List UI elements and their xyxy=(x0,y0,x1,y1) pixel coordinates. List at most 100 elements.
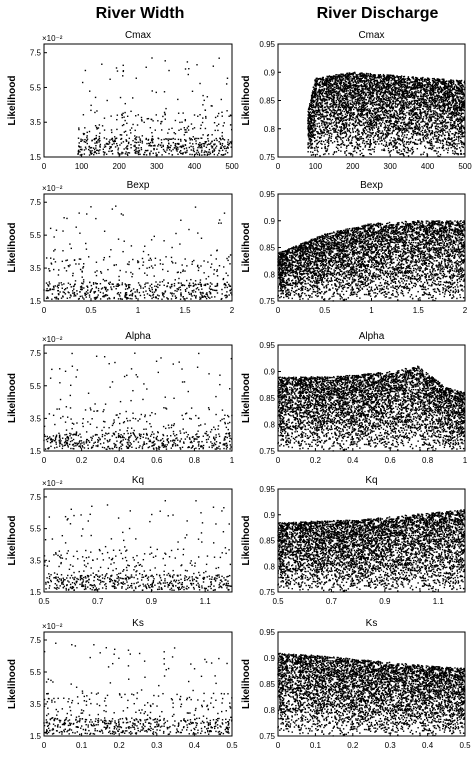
data-point xyxy=(202,117,203,118)
data-point xyxy=(344,144,345,145)
data-point xyxy=(78,127,79,128)
data-point xyxy=(398,131,399,132)
data-point xyxy=(164,113,165,114)
data-point xyxy=(176,148,177,149)
data-point xyxy=(326,129,327,130)
data-point xyxy=(345,119,346,120)
data-point xyxy=(177,143,178,144)
y-tick-label: 3.5 xyxy=(30,118,42,127)
data-point xyxy=(334,89,335,90)
data-point xyxy=(334,125,335,126)
data-point xyxy=(353,86,354,87)
x-tick-label: 400 xyxy=(188,162,202,171)
data-point xyxy=(139,138,140,139)
data-point xyxy=(214,149,215,150)
data-point xyxy=(452,120,453,121)
data-point xyxy=(395,148,396,149)
data-point xyxy=(398,121,399,122)
data-point xyxy=(319,126,320,127)
data-point xyxy=(218,113,219,114)
data-point xyxy=(207,154,208,155)
data-point xyxy=(80,146,81,147)
data-point xyxy=(86,135,87,136)
data-point xyxy=(408,155,409,156)
data-point xyxy=(317,79,318,80)
data-point xyxy=(408,144,409,145)
data-point xyxy=(415,79,416,80)
data-point xyxy=(402,133,403,134)
data-point xyxy=(325,93,326,94)
data-point xyxy=(368,149,369,150)
data-point xyxy=(161,154,162,155)
data-point xyxy=(109,146,110,147)
data-point xyxy=(314,123,315,124)
data-point xyxy=(370,115,371,116)
data-point xyxy=(418,139,419,140)
data-point xyxy=(404,117,405,118)
data-point xyxy=(357,81,358,82)
data-point xyxy=(168,153,169,154)
data-point xyxy=(425,137,426,138)
data-point xyxy=(322,83,323,84)
data-point xyxy=(406,95,407,96)
data-point xyxy=(197,150,198,151)
data-point xyxy=(460,122,461,123)
data-point xyxy=(205,110,206,111)
data-point xyxy=(419,117,420,118)
data-point xyxy=(406,152,407,153)
data-point xyxy=(454,116,455,117)
data-point xyxy=(207,144,208,145)
data-point xyxy=(444,107,445,108)
data-point xyxy=(388,105,389,106)
data-point xyxy=(432,137,433,138)
data-point xyxy=(380,136,381,137)
data-point xyxy=(334,141,335,142)
data-point xyxy=(388,121,389,122)
data-point xyxy=(323,121,324,122)
data-point xyxy=(344,111,345,112)
data-point xyxy=(225,153,226,154)
data-point xyxy=(380,79,381,80)
data-point xyxy=(138,136,139,137)
data-point xyxy=(463,143,464,144)
data-point xyxy=(335,128,336,129)
data-point xyxy=(453,108,454,109)
data-point xyxy=(424,90,425,91)
data-point xyxy=(188,129,189,130)
data-point xyxy=(318,123,319,124)
data-point xyxy=(394,83,395,84)
data-point xyxy=(346,73,347,74)
data-point xyxy=(426,136,427,137)
data-point xyxy=(192,143,193,144)
data-point xyxy=(209,149,210,150)
data-point xyxy=(121,153,122,154)
data-point xyxy=(425,134,426,135)
data-point xyxy=(443,147,444,148)
data-point xyxy=(337,113,338,114)
data-point xyxy=(317,150,318,151)
data-point xyxy=(333,112,334,113)
data-point xyxy=(326,91,327,92)
data-point xyxy=(313,119,314,120)
data-point xyxy=(344,107,345,108)
data-point xyxy=(336,104,337,105)
data-point xyxy=(385,117,386,118)
data-point xyxy=(175,143,176,144)
data-point xyxy=(204,100,205,101)
data-point xyxy=(336,91,337,92)
data-point xyxy=(179,122,180,123)
data-point xyxy=(168,70,169,71)
data-point xyxy=(102,125,103,126)
data-point xyxy=(191,149,192,150)
data-point xyxy=(409,95,410,96)
data-point xyxy=(79,142,80,143)
data-point xyxy=(168,129,169,130)
data-point xyxy=(114,136,115,137)
data-point xyxy=(340,107,341,108)
data-point xyxy=(137,124,138,125)
data-point xyxy=(364,124,365,125)
data-point xyxy=(220,143,221,144)
data-point xyxy=(435,131,436,132)
data-point xyxy=(407,134,408,135)
data-point xyxy=(362,86,363,87)
